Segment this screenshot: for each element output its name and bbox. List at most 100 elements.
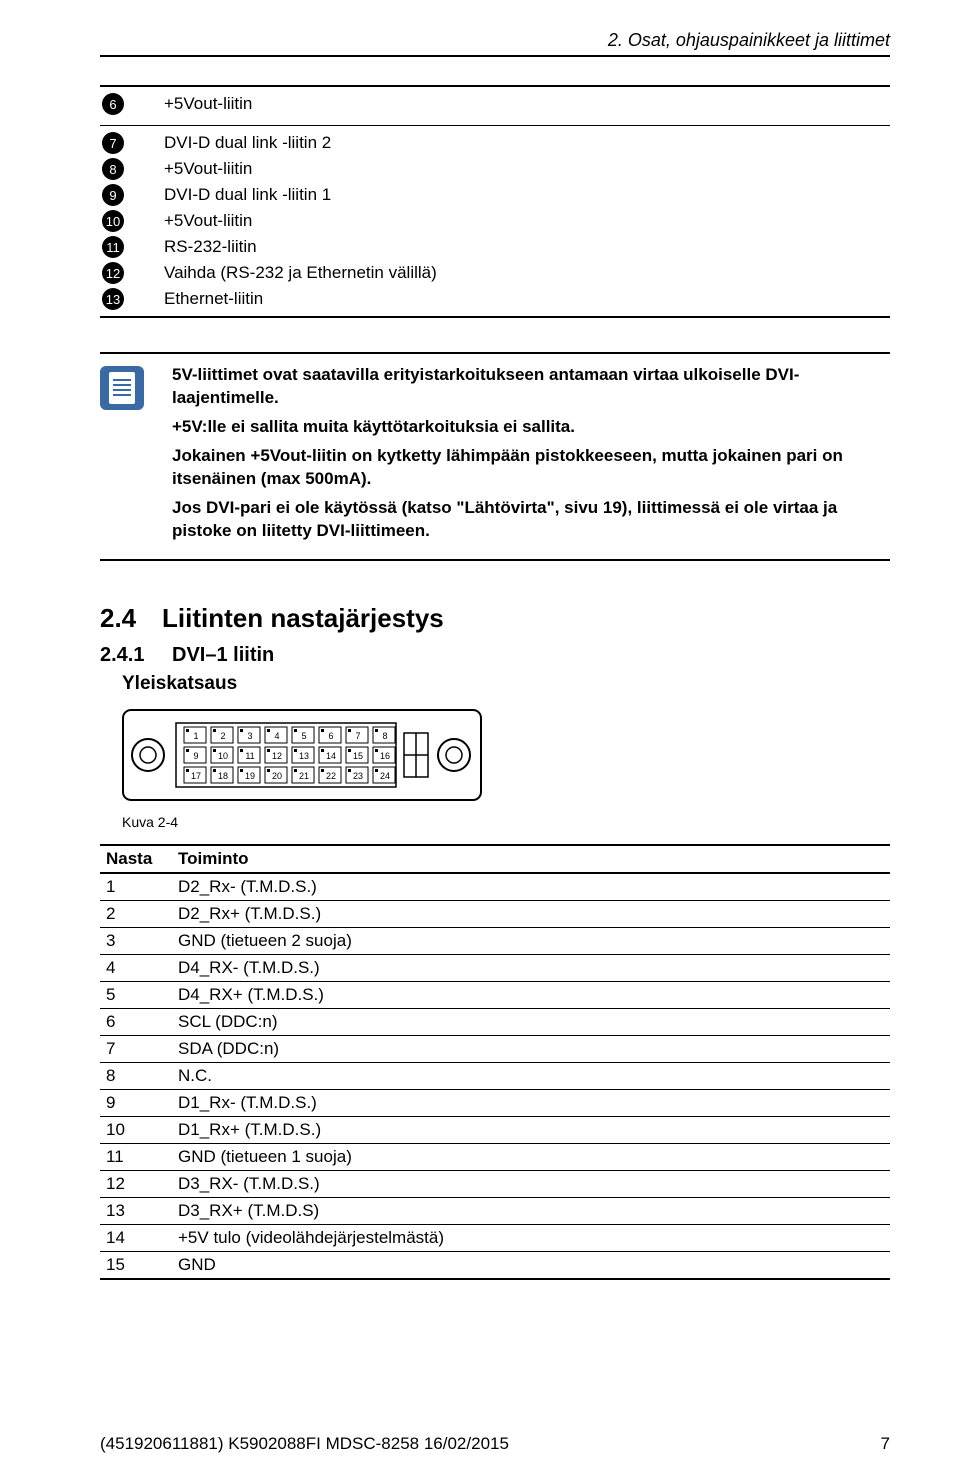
pin-function-cell: D1_Rx+ (T.M.D.S.) [174, 1117, 890, 1143]
row-text: +5Vout-liitin [164, 159, 252, 179]
pin-number-cell: 1 [100, 874, 174, 900]
dvi-connector-figure: 123456789101112131415161718192021222324 … [122, 709, 890, 830]
pin-number-cell: 7 [100, 1036, 174, 1062]
table-row: 10 +5Vout-liitin [100, 208, 890, 234]
table-row: 8N.C. [100, 1063, 890, 1090]
row-number-badge: 10 [102, 210, 124, 232]
table-row: 4D4_RX- (T.M.D.S.) [100, 955, 890, 982]
footer-page-number: 7 [881, 1434, 890, 1454]
pin-number-cell: 2 [100, 901, 174, 927]
table-row: 2D2_Rx+ (T.M.D.S.) [100, 901, 890, 928]
row-number-badge: 13 [102, 288, 124, 310]
dvi-pin-label: 2 [220, 731, 225, 741]
pin-function-cell: D2_Rx- (T.M.D.S.) [174, 874, 890, 900]
dvi-pin-label: 18 [218, 771, 228, 781]
pin-function-cell: +5V tulo (videolähdejärjestelmästä) [174, 1225, 890, 1251]
table-row: 13D3_RX+ (T.M.D.S) [100, 1198, 890, 1225]
note-paragraph: +5V:lle ei sallita muita käyttötarkoituk… [172, 416, 890, 439]
pin-number-cell: 8 [100, 1063, 174, 1089]
note-icon [100, 366, 144, 410]
pin-number-cell: 12 [100, 1171, 174, 1197]
dvi-pin-label: 11 [245, 751, 254, 761]
pin-header-toiminto: Toiminto [174, 846, 890, 872]
pin-function-cell: D2_Rx+ (T.M.D.S.) [174, 901, 890, 927]
dvi-pin-label: 9 [193, 751, 198, 761]
table-row: 7SDA (DDC:n) [100, 1036, 890, 1063]
connector-sublist: 7 DVI-D dual link -liitin 2 8 +5Vout-lii… [100, 125, 890, 316]
dvi-pin-label: 23 [353, 771, 363, 781]
dvi-pin-label: 16 [380, 751, 390, 761]
pin-number-cell: 3 [100, 928, 174, 954]
table-row: 13 Ethernet-liitin [100, 286, 890, 312]
row-number-badge: 8 [102, 158, 124, 180]
overview-heading: Yleiskatsaus [122, 673, 890, 695]
table-row: 12 Vaihda (RS-232 ja Ethernetin välillä) [100, 260, 890, 286]
table-row: 9D1_Rx- (T.M.D.S.) [100, 1090, 890, 1117]
pin-number-cell: 9 [100, 1090, 174, 1116]
dvi-pin-label: 14 [326, 751, 336, 761]
row-number-badge: 6 [102, 93, 124, 115]
table-row: 7 DVI-D dual link -liitin 2 [100, 130, 890, 156]
row-text: +5Vout-liitin [164, 211, 252, 231]
table-row: 15GND [100, 1252, 890, 1278]
pin-header-nasta: Nasta [100, 846, 174, 872]
note-block: 5V-liittimet ovat saatavilla erityistark… [100, 352, 890, 561]
dvi-pin-label: 24 [380, 771, 390, 781]
row-text: RS-232-liitin [164, 237, 257, 257]
dvi-pin-label: 21 [299, 771, 309, 781]
pin-function-cell: GND (tietueen 2 suoja) [174, 928, 890, 954]
row-text: +5Vout-liitin [164, 94, 252, 114]
pin-function-cell: D1_Rx- (T.M.D.S.) [174, 1090, 890, 1116]
section-number: 2.4 [100, 603, 162, 634]
row-text: Vaihda (RS-232 ja Ethernetin välillä) [164, 263, 437, 283]
note-paragraph: 5V-liittimet ovat saatavilla erityistark… [172, 364, 890, 410]
pin-number-cell: 13 [100, 1198, 174, 1224]
row-text: DVI-D dual link -liitin 2 [164, 133, 331, 153]
page: 2. Osat, ohjauspainikkeet ja liittimet 6… [0, 0, 960, 1482]
dvi-pin-label: 12 [272, 751, 282, 761]
note-paragraph: Jos DVI-pari ei ole käytössä (katso "Läh… [172, 497, 890, 543]
dvi-pin-label: 1 [193, 731, 198, 741]
dvi-pin-label: 10 [218, 751, 228, 761]
table-row: 3GND (tietueen 2 suoja) [100, 928, 890, 955]
dvi-pin-label: 3 [247, 731, 252, 741]
dvi-pin-label: 17 [191, 771, 201, 781]
table-row: 9 DVI-D dual link -liitin 1 [100, 182, 890, 208]
pin-function-cell: GND [174, 1252, 890, 1278]
table-row: 8 +5Vout-liitin [100, 156, 890, 182]
row-number-badge: 9 [102, 184, 124, 206]
dvi-pin-label: 6 [328, 731, 333, 741]
page-header: 2. Osat, ohjauspainikkeet ja liittimet [100, 30, 890, 57]
connector-list-table: 6 +5Vout-liitin 7 DVI-D dual link -liiti… [100, 85, 890, 318]
row-number-badge: 11 [102, 236, 124, 258]
pin-function-cell: D3_RX- (T.M.D.S.) [174, 1171, 890, 1197]
dvi-pin-label: 13 [299, 751, 309, 761]
pin-function-cell: GND (tietueen 1 suoja) [174, 1144, 890, 1170]
table-row: 1D2_Rx- (T.M.D.S.) [100, 874, 890, 901]
table-row: 12D3_RX- (T.M.D.S.) [100, 1171, 890, 1198]
page-footer: (451920611881) K5902088FI MDSC-8258 16/0… [100, 1434, 890, 1454]
dvi-pin-label: 20 [272, 771, 282, 781]
section-heading: 2.4Liitinten nastajärjestys [100, 603, 890, 634]
dvi-pin-label: 7 [355, 731, 360, 741]
pin-function-cell: D3_RX+ (T.M.D.S) [174, 1198, 890, 1224]
dvi-pin-label: 22 [326, 771, 336, 781]
pin-number-cell: 4 [100, 955, 174, 981]
dvi-pin-label: 15 [353, 751, 363, 761]
table-row: 6 +5Vout-liitin [100, 87, 890, 125]
pin-number-cell: 6 [100, 1009, 174, 1035]
dvi-pin-label: 19 [245, 771, 255, 781]
table-row: 11 RS-232-liitin [100, 234, 890, 260]
subsection-title: DVI–1 liitin [172, 644, 274, 666]
pin-function-cell: SCL (DDC:n) [174, 1009, 890, 1035]
figure-caption: Kuva 2-4 [122, 814, 890, 830]
table-row: 10D1_Rx+ (T.M.D.S.) [100, 1117, 890, 1144]
table-row: 14+5V tulo (videolähdejärjestelmästä) [100, 1225, 890, 1252]
dvi-connector-svg: 123456789101112131415161718192021222324 [122, 709, 482, 801]
row-number-badge: 7 [102, 132, 124, 154]
header-title: 2. Osat, ohjauspainikkeet ja liittimet [608, 30, 890, 50]
pin-table-header: Nasta Toiminto [100, 846, 890, 874]
subsection-heading: 2.4.1DVI–1 liitin [100, 644, 890, 667]
pin-number-cell: 14 [100, 1225, 174, 1251]
pin-table: Nasta Toiminto 1D2_Rx- (T.M.D.S.)2D2_Rx+… [100, 844, 890, 1280]
